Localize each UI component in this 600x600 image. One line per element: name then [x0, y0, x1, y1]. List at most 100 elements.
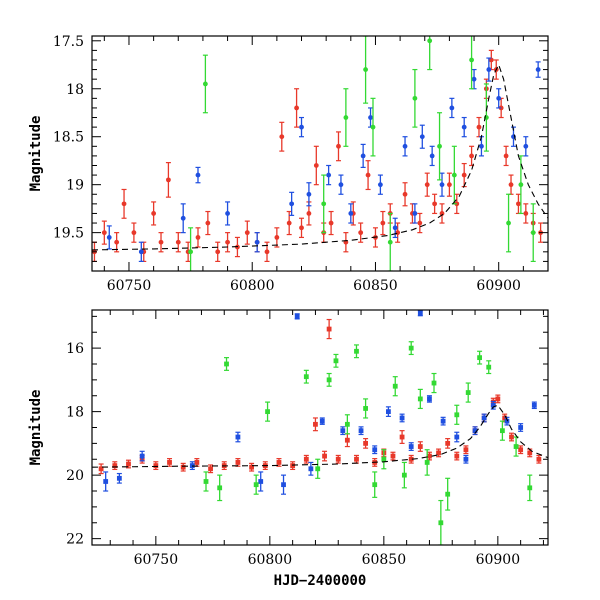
series-blue	[106, 57, 541, 263]
data-point	[368, 115, 373, 120]
data-point	[496, 95, 502, 101]
model-curve	[92, 63, 548, 251]
top-panel: 60750 60800 60850 60900 17.5 18 18.5 19 19.5 Magn…	[28, 34, 549, 294]
data-point	[286, 220, 292, 226]
data-point	[535, 67, 541, 72]
data-point	[399, 434, 405, 440]
data-point	[461, 124, 467, 130]
data-point	[121, 201, 127, 207]
data-point	[354, 456, 359, 462]
data-point	[402, 191, 408, 197]
bottom-panel: 60750 60800 60850 60900 16 18 20 22 Magnitude HJD…	[28, 309, 549, 589]
data-point	[98, 466, 104, 472]
y-tick-label: 19	[66, 178, 84, 194]
data-point	[321, 201, 327, 207]
data-point	[408, 456, 414, 462]
data-point	[417, 396, 423, 402]
series-green	[188, 36, 536, 271]
data-point	[244, 230, 250, 236]
data-point	[322, 453, 327, 459]
data-point	[417, 310, 423, 316]
data-point	[326, 172, 332, 178]
plot-area	[92, 310, 548, 545]
data-point	[503, 153, 509, 159]
data-point	[303, 456, 309, 462]
data-point	[294, 105, 299, 111]
data-point	[103, 479, 109, 484]
data-point	[249, 464, 254, 470]
data-point	[274, 235, 280, 240]
data-point	[336, 143, 341, 149]
series-blue	[103, 310, 537, 495]
x-tick-label: 60750	[107, 278, 152, 294]
data-point	[439, 182, 445, 188]
data-point	[419, 134, 425, 140]
data-point	[417, 220, 423, 226]
data-point	[151, 211, 157, 216]
data-point	[333, 358, 339, 364]
data-point	[451, 172, 457, 178]
data-point	[536, 456, 542, 462]
data-point	[461, 172, 467, 178]
data-point	[518, 182, 524, 188]
data-point	[215, 249, 221, 255]
data-point	[205, 220, 211, 226]
data-point	[469, 57, 474, 63]
data-point	[454, 412, 460, 418]
series-green	[203, 341, 533, 545]
data-point	[253, 482, 259, 488]
data-point	[412, 211, 418, 216]
data-point	[527, 450, 533, 456]
data-point	[509, 434, 514, 440]
data-point	[463, 456, 469, 462]
data-point	[427, 396, 432, 402]
data-point	[486, 67, 492, 72]
x-tick-label: 60750	[134, 552, 179, 568]
data-point	[335, 456, 341, 462]
data-point	[490, 402, 496, 408]
y-tick-label: 18	[66, 405, 84, 421]
data-point	[217, 485, 223, 491]
data-point	[445, 491, 451, 497]
data-point	[195, 235, 201, 240]
data-point	[358, 428, 364, 434]
data-point	[392, 225, 398, 231]
data-point	[381, 456, 387, 462]
data-point	[516, 201, 521, 207]
data-point	[431, 380, 437, 386]
plot-area	[92, 36, 548, 271]
data-point	[303, 374, 309, 380]
data-point	[438, 520, 444, 526]
x-tick-label: 60800	[230, 278, 275, 294]
data-point	[495, 396, 501, 402]
data-point	[513, 444, 519, 449]
data-point	[392, 383, 398, 389]
data-point	[363, 406, 368, 411]
y-tick-label: 18.5	[53, 130, 84, 146]
data-point	[202, 81, 208, 87]
data-point	[308, 466, 314, 472]
data-point	[479, 143, 484, 149]
data-point	[440, 418, 446, 424]
data-point	[326, 326, 332, 332]
x-tick-label: 60900	[476, 552, 521, 568]
data-point	[276, 460, 282, 465]
data-point	[506, 220, 511, 226]
data-point	[454, 434, 460, 440]
data-point	[194, 460, 200, 465]
plot-frame	[91, 309, 549, 546]
data-point	[138, 249, 144, 255]
data-point	[319, 418, 325, 424]
data-point	[463, 447, 469, 453]
data-point	[139, 453, 145, 459]
data-point	[427, 453, 432, 459]
data-point	[439, 211, 445, 216]
y-tick-label: 22	[66, 532, 84, 548]
y-tick-label: 16	[66, 341, 84, 357]
data-point	[502, 415, 508, 421]
data-point	[328, 220, 334, 226]
data-point	[167, 460, 172, 465]
data-point	[424, 460, 430, 465]
data-point	[254, 239, 260, 245]
data-point	[235, 434, 241, 440]
